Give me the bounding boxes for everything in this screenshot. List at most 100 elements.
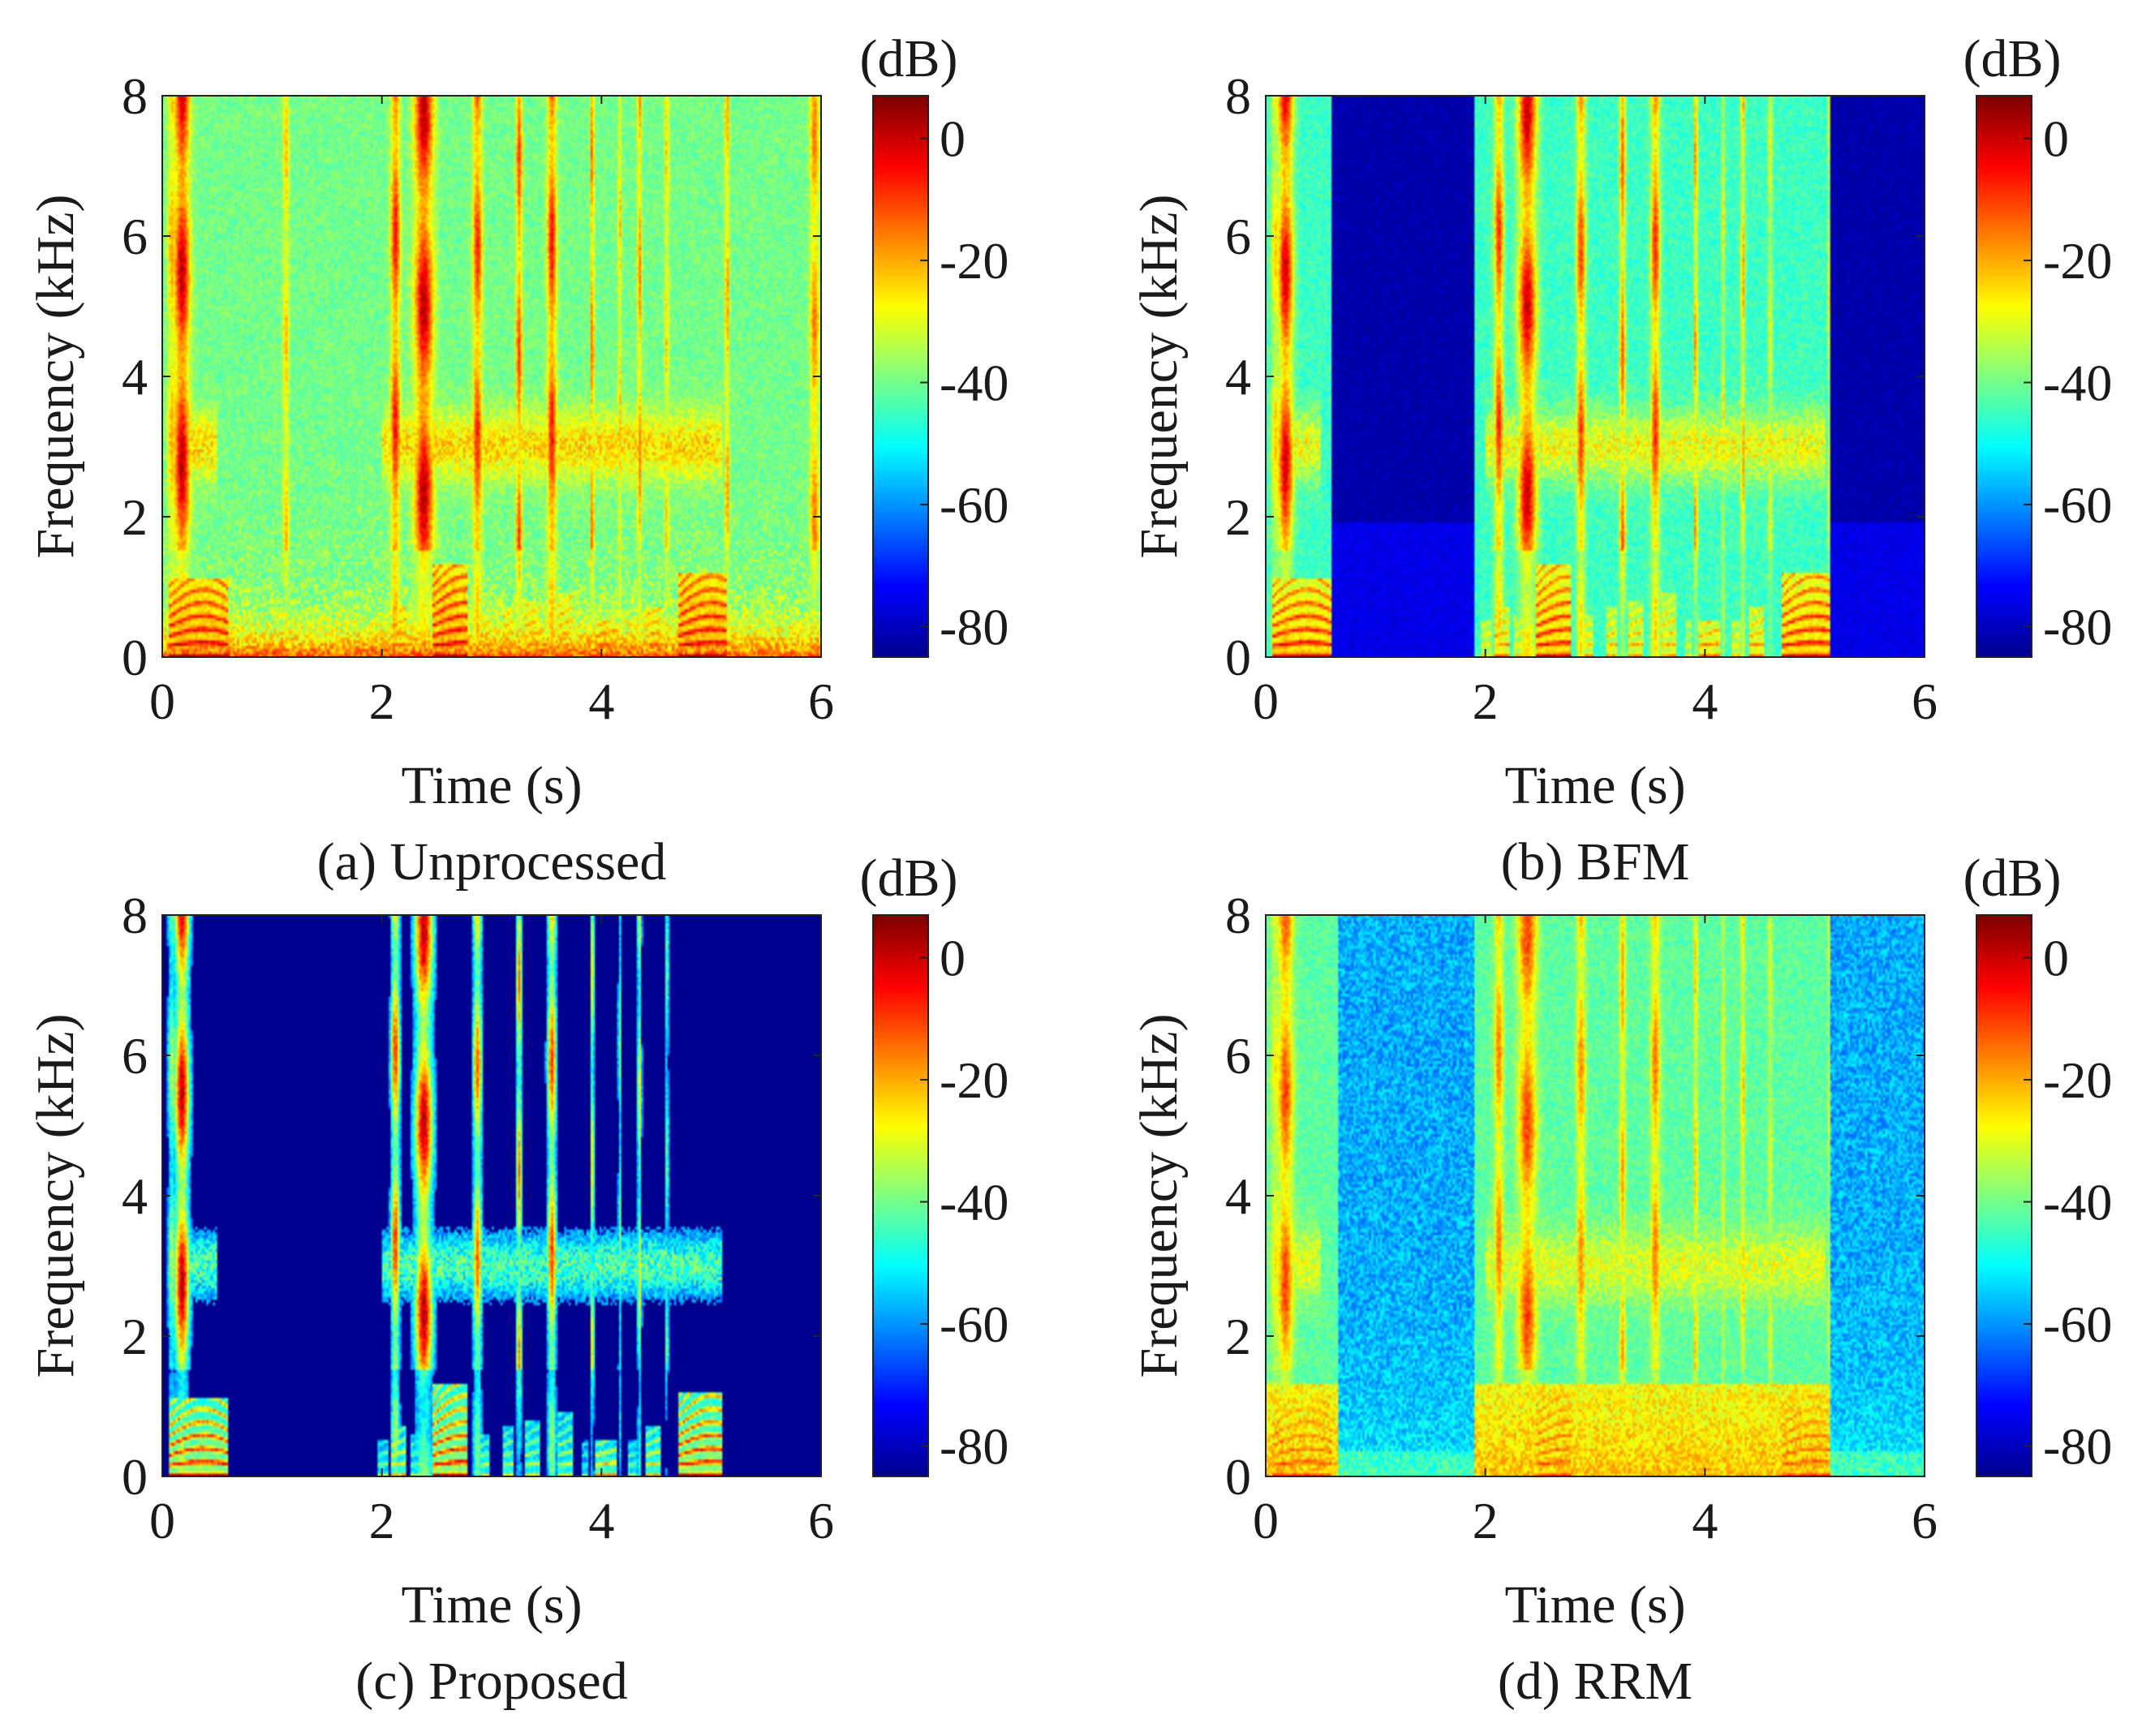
x-tick-label: 0 [1253,672,1279,730]
colorbar-unit: (dB) [860,29,958,88]
x-tick-label: 6 [808,1492,834,1549]
colorbar-tick-label: -40 [940,355,1009,412]
colorbar-unit: (dB) [860,849,958,908]
spectrogram-image [162,915,821,1476]
y-axis: 0 2 4 6 8 [122,67,821,686]
colorbar-image [1976,915,2032,1476]
y-tick-label: 8 [1225,887,1251,944]
colorbar-tick-label: -80 [2043,1417,2112,1475]
y-tick-label: 0 [1225,629,1251,686]
y-tick-label: 0 [1225,1448,1251,1506]
panel-caption: (b) BFM [1501,832,1690,892]
x-axis: 0 2 4 6 [149,96,834,730]
colorbar-tick-label: -20 [2043,1051,2112,1109]
x-axis-label: Time (s) [401,756,582,815]
x-tick-label: 4 [588,672,614,730]
colorbar-tick-label: -80 [2043,598,2112,655]
colorbar-tick-label: -40 [2043,355,2112,412]
y-tick-label: 4 [122,1167,148,1225]
x-tick-label: 6 [1912,672,1938,730]
colorbar-tick-label: -40 [2043,1174,2112,1231]
y-tick-label: 4 [1225,348,1251,406]
colorbar-tick-label: -60 [2043,1296,2112,1353]
x-axis: 0 2 4 6 [149,915,834,1549]
colorbar-frame [1976,95,2032,658]
colorbar-tick-label: 0 [2043,930,2069,987]
y-axis-label: Frequency (kHz) [1129,195,1189,559]
y-tick-label: 2 [1225,1308,1251,1365]
colorbar-tick-label: -60 [940,1296,1009,1353]
y-axis-label: Frequency (kHz) [26,195,85,559]
colorbar: 0 -20 -40 -60 -80 (dB) [860,849,1009,1477]
x-tick-label: 2 [1473,672,1499,730]
y-tick-label: 8 [122,887,148,944]
x-axis: 0 2 4 6 [1253,915,1938,1549]
y-axis: 0 2 4 6 8 [122,887,821,1506]
colorbar-tick-label: -20 [940,1051,1009,1109]
colorbar-ticks: 0 -20 -40 -60 -80 [2024,110,2112,655]
x-tick-label: 2 [1473,1492,1499,1549]
x-tick-label: 6 [808,672,834,730]
x-axis-label: Time (s) [401,1575,582,1635]
y-tick-label: 8 [122,67,148,125]
colorbar-tick-label: -60 [940,476,1009,534]
colorbar-tick-label: -80 [940,598,1009,655]
y-tick-label: 8 [1225,67,1251,125]
x-tick-label: 0 [149,672,175,730]
panel-caption: (d) RRM [1498,1652,1693,1711]
y-axis-label: Frequency (kHz) [1129,1014,1189,1378]
y-tick-label: 6 [122,1027,148,1085]
y-tick-label: 0 [122,1448,148,1506]
y-tick-label: 4 [1225,1167,1251,1225]
x-tick-label: 0 [149,1492,175,1549]
colorbar: 0 -20 -40 -60 -80 (dB) [1964,849,2112,1477]
colorbar-tick-label: -40 [940,1174,1009,1231]
colorbar-unit: (dB) [1964,29,2062,88]
colorbar-image [1976,96,2032,657]
colorbar-ticks: 0 -20 -40 -60 -80 [920,110,1009,655]
colorbar-unit: (dB) [1964,849,2062,908]
x-tick-label: 2 [369,672,395,730]
colorbar-frame [872,95,929,658]
x-axis: 0 2 4 6 [1253,96,1938,730]
panel-a: 0 2 4 6 8 0 2 4 6 Frequency (kHz) Time (s) (a) … [26,29,1009,892]
spectrogram-image [1266,96,1925,657]
colorbar-tick-label: 0 [2043,110,2069,168]
spectrogram-image [1266,915,1925,1476]
colorbar-tick-label: -20 [2043,232,2112,290]
y-tick-label: 4 [122,348,148,406]
x-tick-label: 4 [1692,672,1718,730]
colorbar-frame [1976,914,2032,1477]
colorbar-tick-label: 0 [940,110,966,168]
colorbar-image [873,96,928,657]
colorbar-tick-label: 0 [940,930,966,987]
colorbar-ticks: 0 -20 -40 -60 -80 [920,930,1009,1475]
x-tick-label: 6 [1912,1492,1938,1549]
y-tick-label: 2 [122,1308,148,1365]
colorbar-tick-label: -80 [940,1417,1009,1475]
y-tick-label: 6 [122,208,148,265]
colorbar-image [873,915,928,1476]
y-axis: 0 2 4 6 8 [1225,67,1925,686]
y-tick-label: 2 [1225,488,1251,546]
x-axis-label: Time (s) [1504,756,1685,815]
colorbar: 0 -20 -40 -60 -80 (dB) [860,29,1009,658]
panel-caption: (c) Proposed [355,1652,627,1711]
panel-c: 0 2 4 6 8 0 2 4 6 Frequency (kHz) Time (s) (c) … [26,849,1009,1711]
colorbar: 0 -20 -40 -60 -80 (dB) [1964,29,2112,658]
x-tick-label: 4 [588,1492,614,1549]
y-tick-label: 6 [1225,208,1251,265]
y-tick-label: 6 [1225,1027,1251,1085]
y-tick-label: 2 [122,488,148,546]
colorbar-frame [872,914,929,1477]
y-axis: 0 2 4 6 8 [1225,887,1925,1506]
spectrogram-image [162,96,821,657]
x-tick-label: 4 [1692,1492,1718,1549]
panel-caption: (a) Unprocessed [317,832,667,892]
colorbar-ticks: 0 -20 -40 -60 -80 [2024,930,2112,1475]
y-tick-label: 0 [122,629,148,686]
y-axis-label: Frequency (kHz) [26,1014,85,1378]
colorbar-tick-label: -60 [2043,476,2112,534]
colorbar-tick-label: -20 [940,232,1009,290]
